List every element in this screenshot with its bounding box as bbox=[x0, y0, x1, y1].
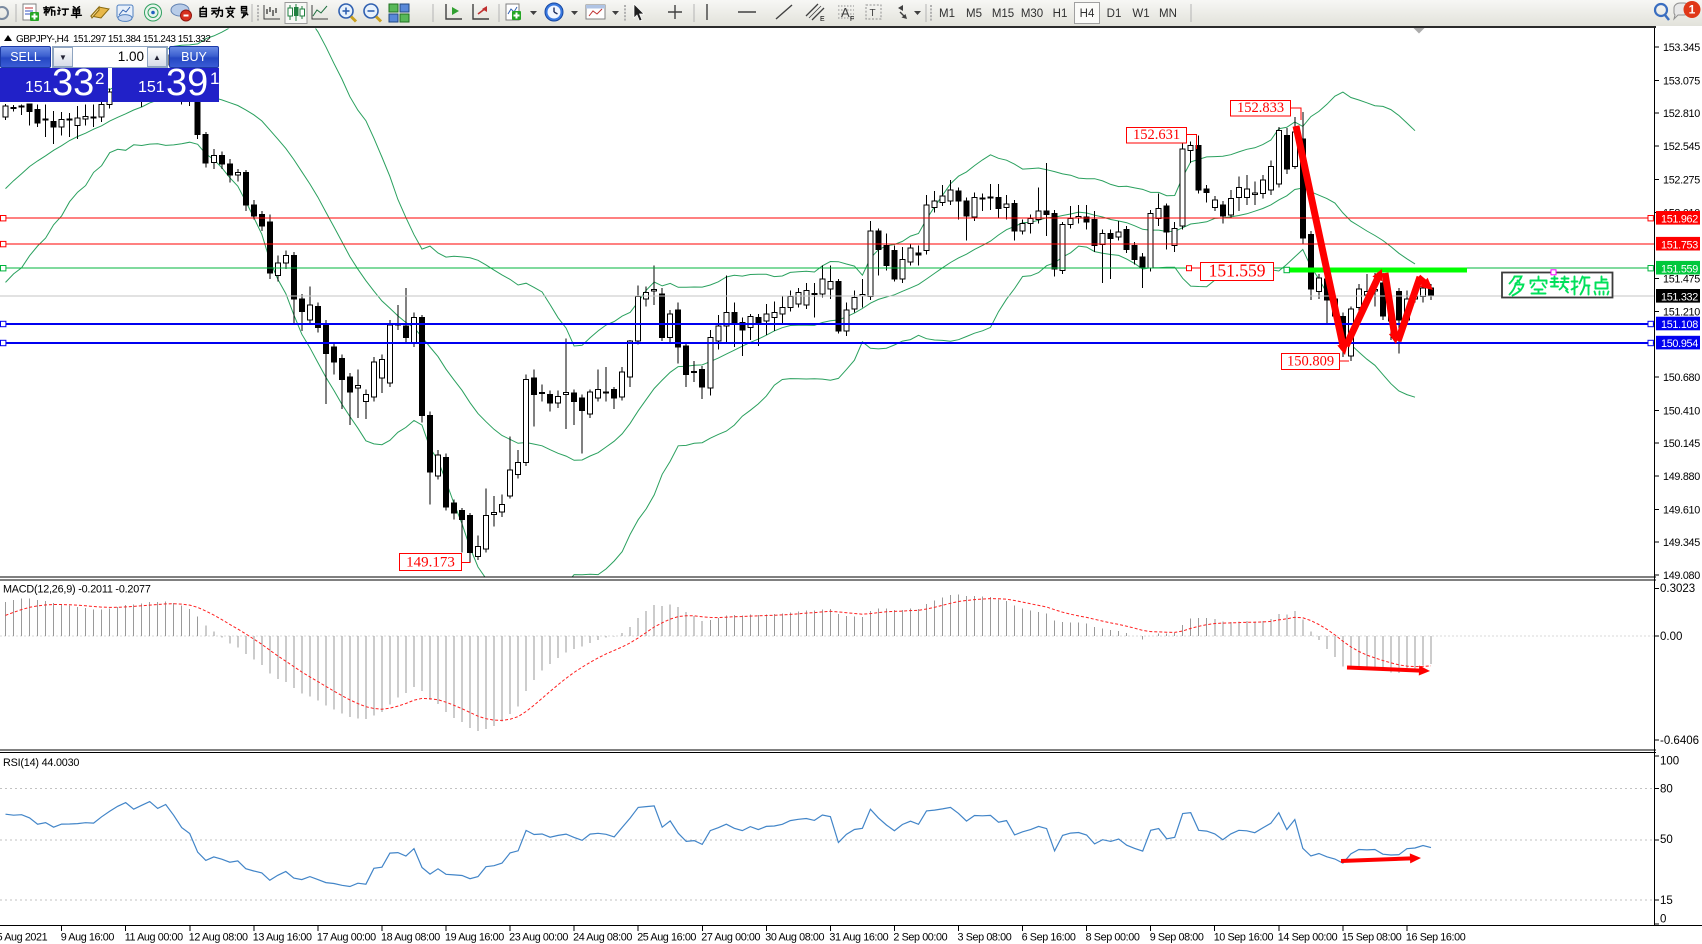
svg-text:0: 0 bbox=[1660, 914, 1666, 926]
svg-text:1: 1 bbox=[1689, 3, 1696, 17]
svg-text:9 Sep 08:00: 9 Sep 08:00 bbox=[1150, 932, 1204, 944]
svg-text:151.108: 151.108 bbox=[1661, 319, 1698, 331]
svg-text:151.559: 151.559 bbox=[1661, 263, 1698, 275]
svg-text:M15: M15 bbox=[992, 8, 1014, 20]
svg-text:RSI(14) 44.0030: RSI(14) 44.0030 bbox=[3, 757, 79, 769]
svg-text:W1: W1 bbox=[1132, 8, 1149, 20]
svg-text:17 Aug 00:00: 17 Aug 00:00 bbox=[317, 932, 376, 944]
svg-text:15 Sep 08:00: 15 Sep 08:00 bbox=[1342, 932, 1402, 944]
svg-text:-0.6406: -0.6406 bbox=[1660, 735, 1699, 747]
svg-text:153.345: 153.345 bbox=[1663, 42, 1700, 54]
svg-text:24 Aug 08:00: 24 Aug 08:00 bbox=[573, 932, 632, 944]
svg-text:100: 100 bbox=[1660, 756, 1679, 768]
svg-text:10 Sep 16:00: 10 Sep 16:00 bbox=[1214, 932, 1274, 944]
svg-text:149.345: 149.345 bbox=[1663, 537, 1700, 549]
svg-text:2 Sep 00:00: 2 Sep 00:00 bbox=[893, 932, 947, 944]
svg-text:16 Sep 16:00: 16 Sep 16:00 bbox=[1406, 932, 1466, 944]
svg-text:13 Aug 16:00: 13 Aug 16:00 bbox=[253, 932, 312, 944]
svg-text:150.954: 150.954 bbox=[1661, 338, 1698, 350]
svg-text:30 Aug 08:00: 30 Aug 08:00 bbox=[765, 932, 824, 944]
svg-text:14 Sep 00:00: 14 Sep 00:00 bbox=[1278, 932, 1338, 944]
svg-text:19 Aug 16:00: 19 Aug 16:00 bbox=[445, 932, 504, 944]
svg-text:150.680: 150.680 bbox=[1663, 372, 1700, 384]
svg-text:9 Aug 16:00: 9 Aug 16:00 bbox=[61, 932, 115, 944]
svg-text:151.210: 151.210 bbox=[1663, 306, 1700, 318]
svg-text:18 Aug 08:00: 18 Aug 08:00 bbox=[381, 932, 440, 944]
svg-text:150.410: 150.410 bbox=[1663, 405, 1700, 417]
svg-text:25 Aug 16:00: 25 Aug 16:00 bbox=[637, 932, 696, 944]
svg-text:151.332: 151.332 bbox=[1661, 291, 1698, 303]
svg-text:11 Aug 00:00: 11 Aug 00:00 bbox=[125, 932, 183, 944]
svg-text:152.275: 152.275 bbox=[1663, 175, 1700, 187]
svg-text:152.631: 152.631 bbox=[1133, 127, 1180, 143]
svg-text:152.545: 152.545 bbox=[1663, 141, 1700, 153]
svg-text:153.075: 153.075 bbox=[1663, 75, 1700, 87]
svg-text:151.753: 151.753 bbox=[1661, 239, 1698, 251]
svg-text:MN: MN bbox=[1159, 8, 1177, 20]
svg-text:150.145: 150.145 bbox=[1663, 438, 1700, 450]
svg-text:5 Aug 2021: 5 Aug 2021 bbox=[0, 932, 48, 944]
svg-text:31 Aug 16:00: 31 Aug 16:00 bbox=[829, 932, 888, 944]
svg-text:151.559: 151.559 bbox=[1209, 261, 1266, 281]
svg-text:27 Aug 00:00: 27 Aug 00:00 bbox=[701, 932, 760, 944]
svg-text:T: T bbox=[870, 8, 876, 19]
svg-text:GBPJPY-,H4 151.297 151.384 15: GBPJPY-,H4 151.297 151.384 151.243 151.3… bbox=[16, 34, 211, 45]
svg-text:E: E bbox=[820, 16, 825, 23]
svg-text:M5: M5 bbox=[966, 8, 982, 20]
svg-text:A: A bbox=[841, 5, 850, 20]
svg-text:H4: H4 bbox=[1080, 8, 1095, 20]
svg-text:149.610: 149.610 bbox=[1663, 504, 1700, 516]
svg-text:6 Sep 16:00: 6 Sep 16:00 bbox=[1022, 932, 1076, 944]
svg-text:0.3023: 0.3023 bbox=[1660, 583, 1695, 595]
svg-text:152.833: 152.833 bbox=[1237, 100, 1284, 116]
svg-text:M30: M30 bbox=[1021, 8, 1043, 20]
svg-text:3 Sep 08:00: 3 Sep 08:00 bbox=[958, 932, 1012, 944]
svg-text:149.173: 149.173 bbox=[406, 555, 455, 571]
svg-text:M1: M1 bbox=[939, 8, 955, 20]
svg-text:150.809: 150.809 bbox=[1287, 354, 1334, 370]
svg-text:15: 15 bbox=[1660, 895, 1673, 907]
svg-text:MACD(12,26,9) -0.2011 -0.2077: MACD(12,26,9) -0.2011 -0.2077 bbox=[3, 584, 151, 596]
svg-text:151.962: 151.962 bbox=[1661, 213, 1698, 225]
svg-text:151.475: 151.475 bbox=[1663, 274, 1700, 286]
svg-text:50: 50 bbox=[1660, 834, 1673, 846]
svg-text:F: F bbox=[850, 16, 854, 23]
svg-text:8 Sep 00:00: 8 Sep 00:00 bbox=[1086, 932, 1140, 944]
svg-text:149.880: 149.880 bbox=[1663, 471, 1700, 483]
svg-text:D1: D1 bbox=[1107, 8, 1122, 20]
svg-text:H1: H1 bbox=[1053, 8, 1068, 20]
svg-text:80: 80 bbox=[1660, 784, 1673, 796]
svg-text:149.080: 149.080 bbox=[1663, 570, 1700, 582]
svg-text:0.00: 0.00 bbox=[1660, 631, 1682, 643]
svg-text:12 Aug 08:00: 12 Aug 08:00 bbox=[189, 932, 248, 944]
svg-text:152.810: 152.810 bbox=[1663, 108, 1700, 120]
svg-text:23 Aug 00:00: 23 Aug 00:00 bbox=[509, 932, 568, 944]
